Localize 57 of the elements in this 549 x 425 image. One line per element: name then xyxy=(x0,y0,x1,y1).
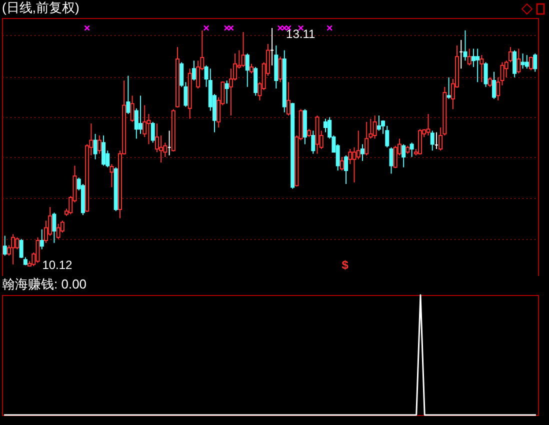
candlestick xyxy=(224,80,229,104)
annotation: 10.12 xyxy=(42,258,73,272)
candlestick xyxy=(467,48,472,66)
chart-title: (日线,前复权) xyxy=(2,0,80,15)
candlestick xyxy=(524,54,529,70)
candlestick xyxy=(492,71,496,100)
candlestick xyxy=(192,60,196,82)
candlestick xyxy=(254,66,258,96)
candlestick xyxy=(250,63,254,74)
candlestick xyxy=(36,236,40,264)
candlestick xyxy=(430,130,434,152)
candlestick xyxy=(364,121,369,156)
candlestick xyxy=(418,128,422,156)
candlestick xyxy=(533,52,538,72)
candlestick xyxy=(19,238,24,259)
candlestick xyxy=(245,52,250,88)
candlestick xyxy=(278,56,282,83)
candlestick xyxy=(376,115,381,132)
candlestick xyxy=(56,223,60,240)
candlestick xyxy=(480,54,484,83)
candlestick xyxy=(512,50,517,78)
candlestick xyxy=(126,75,130,114)
candlestick xyxy=(516,48,521,74)
candlestick xyxy=(102,134,106,166)
candlestick xyxy=(446,76,451,100)
candlestick xyxy=(97,134,102,154)
candlestick xyxy=(463,30,468,62)
candlestick xyxy=(410,142,414,158)
candlestick xyxy=(529,56,534,71)
candlestick xyxy=(40,228,44,250)
annotation: 13.11 xyxy=(286,27,316,41)
candlestick xyxy=(389,146,394,174)
candlestick xyxy=(286,82,290,116)
annotation: $ xyxy=(342,258,349,272)
candlestick xyxy=(520,52,525,70)
candlestick xyxy=(52,212,56,244)
candlestick xyxy=(402,144,406,168)
candlestick xyxy=(150,121,155,144)
candlestick xyxy=(110,164,114,188)
candlestick xyxy=(348,148,352,165)
candlestick xyxy=(360,144,364,162)
candlestick xyxy=(15,236,20,250)
chart-title: 翰海赚钱: 0.00 xyxy=(2,276,87,292)
candlestick xyxy=(372,115,377,140)
candlestick xyxy=(476,48,480,83)
candlestick xyxy=(93,133,98,160)
candlestick xyxy=(311,130,316,154)
candlestick xyxy=(484,62,488,88)
candlestick xyxy=(340,156,344,171)
candlestick xyxy=(2,235,7,256)
candlestick xyxy=(344,154,348,185)
candlestick xyxy=(11,234,16,265)
candlestick xyxy=(130,95,134,122)
candlestick xyxy=(426,113,430,136)
candlestick xyxy=(488,76,492,88)
candlestick xyxy=(138,95,143,134)
candlestick xyxy=(241,31,246,68)
